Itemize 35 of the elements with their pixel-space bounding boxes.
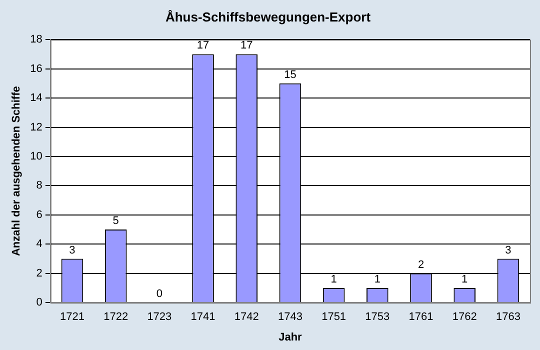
x-tick-label: 1762	[452, 311, 477, 324]
y-tick-label: 8	[36, 180, 42, 192]
y-tick-label: 12	[30, 121, 42, 134]
y-tick-label: 2	[36, 267, 42, 280]
x-tick-label: 1743	[278, 311, 302, 324]
x-tick-label: 1722	[104, 311, 128, 324]
data-label: 5	[112, 215, 119, 228]
x-tick-label: 1753	[365, 311, 390, 324]
data-label: 1	[374, 274, 380, 286]
y-tick-label: 10	[30, 150, 42, 163]
y-tick-label: 0	[36, 296, 42, 309]
x-axis-title: Jahr	[278, 331, 303, 344]
x-tick-label: 1723	[147, 311, 172, 324]
data-label: 17	[240, 40, 253, 52]
y-tick-label: 4	[36, 238, 42, 250]
x-tick-label: 1763	[496, 311, 520, 324]
y-tick-label: 18	[30, 34, 42, 46]
y-tick-label: 14	[30, 92, 42, 104]
data-label: 2	[418, 258, 424, 271]
data-label: 1	[330, 274, 337, 286]
data-label: 0	[156, 288, 162, 300]
data-label: 3	[69, 244, 76, 256]
x-tick-label: 1742	[234, 311, 259, 324]
y-tick-label: 6	[36, 208, 42, 221]
x-tick-label: 1741	[190, 311, 216, 324]
y-tick-label: 16	[30, 62, 42, 75]
x-tick-label: 1751	[322, 311, 346, 324]
data-label: 3	[505, 244, 512, 256]
x-tick-label: 1761	[408, 311, 434, 324]
data-label: 17	[196, 40, 210, 52]
data-label: 1	[462, 274, 468, 286]
y-axis-title: Anzahl der ausgehenden Schiffe	[10, 86, 23, 256]
data-label: 15	[284, 68, 296, 81]
chart-title: Åhus-Schiffsbewegungen-Export	[165, 9, 372, 24]
x-tick-label: 1721	[60, 311, 84, 324]
